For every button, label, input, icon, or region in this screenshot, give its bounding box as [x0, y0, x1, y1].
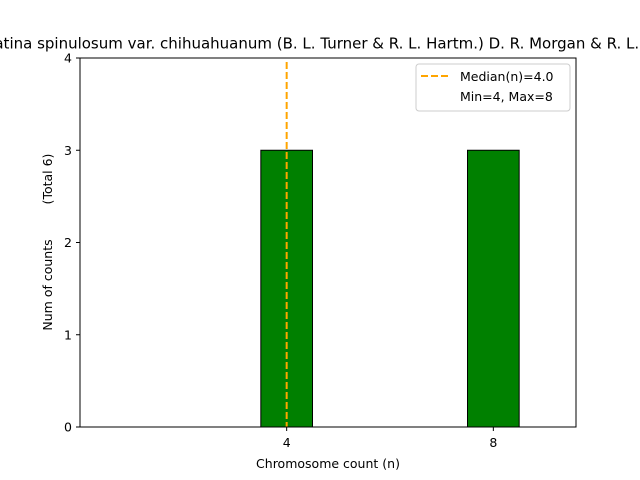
y-tick-label: 2 — [64, 235, 72, 250]
legend-range-label: Min=4, Max=8 — [460, 89, 553, 104]
x-tick-label: 4 — [283, 435, 291, 450]
x-tick-label: 8 — [489, 435, 497, 450]
legend-median-label: Median(n)=4.0 — [460, 69, 554, 84]
chart-title: Ageratina spinulosum var. chihuahuanum (… — [0, 35, 640, 53]
bars-layer — [260, 149, 520, 428]
legend-box — [415, 63, 571, 112]
y-tick-label: 1 — [64, 327, 72, 342]
y-tick-label: 0 — [64, 420, 72, 435]
legend: Median(n)=4.0 Min=4, Max=8 — [415, 63, 571, 112]
y-axis-ticks: 0 1 2 3 4 — [64, 51, 80, 435]
y-axis-total-note: (Total 6) — [40, 154, 55, 205]
y-axis-label: Num of counts — [40, 239, 55, 330]
y-tick-label: 4 — [64, 51, 72, 66]
bar-n-8 — [467, 149, 520, 428]
x-axis-label: Chromosome count (n) — [256, 456, 400, 471]
y-tick-label: 3 — [64, 143, 72, 158]
